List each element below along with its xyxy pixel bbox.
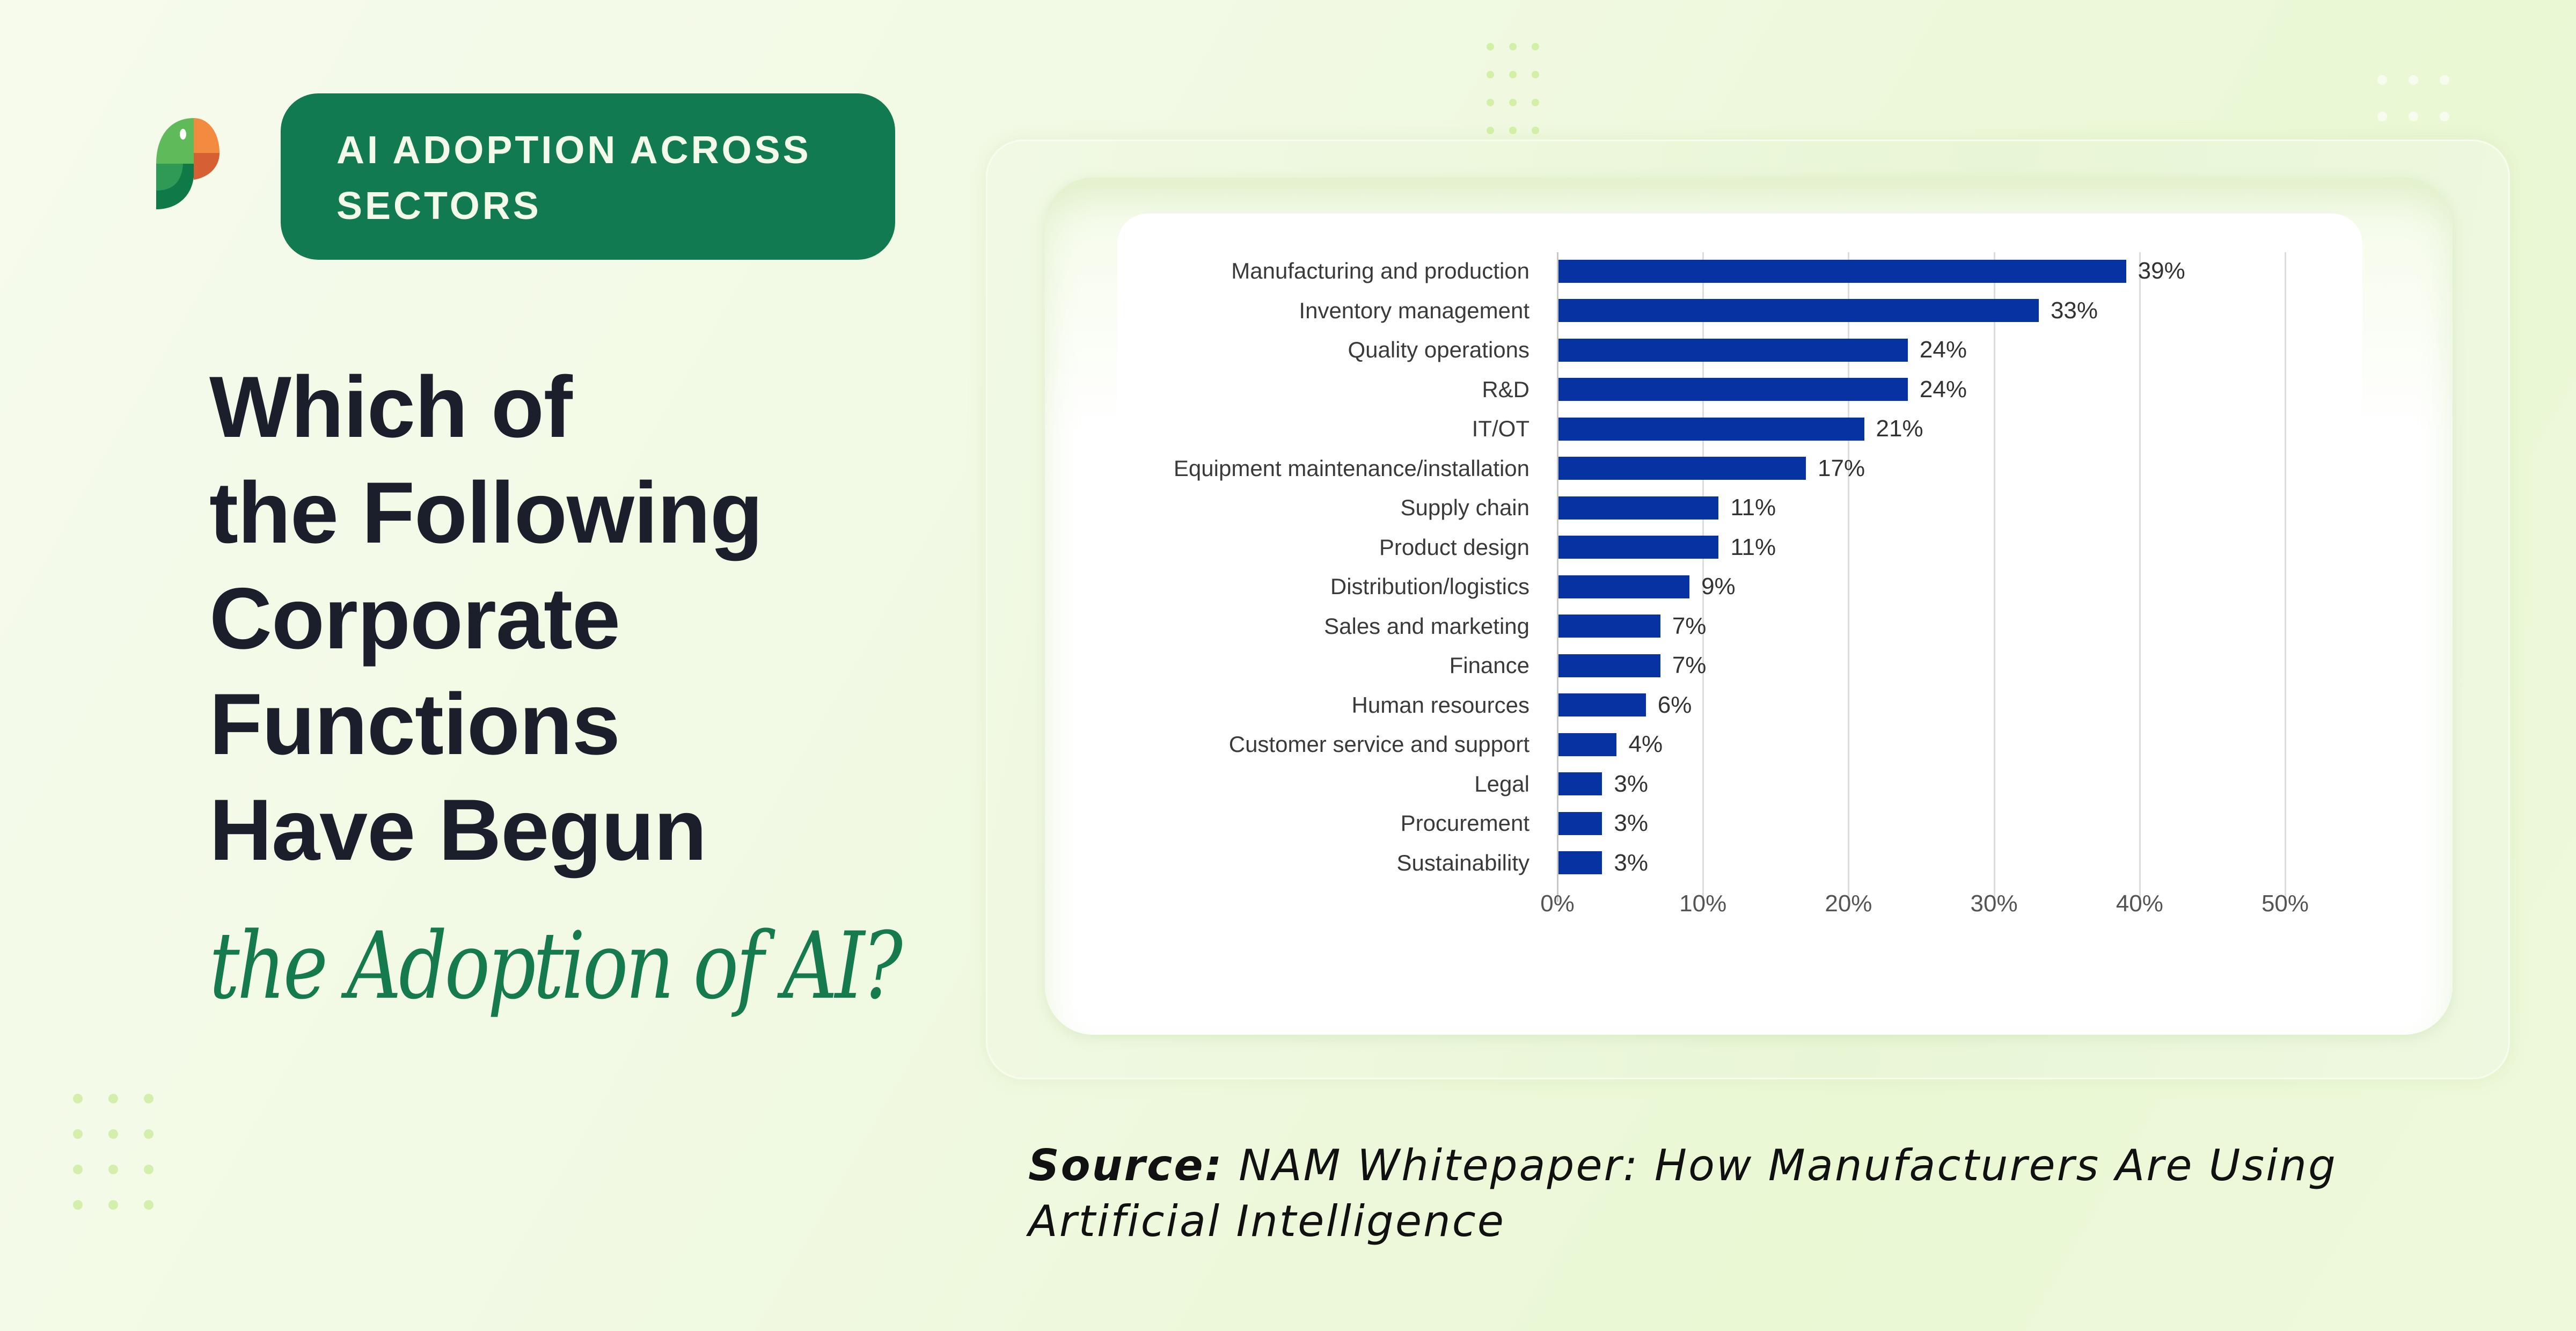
decorative-dots-left [73,1094,153,1210]
title-line: the Following [209,464,763,561]
source-citation: Source: NAM Whitepaper: How Manufacturer… [1028,1138,2370,1249]
source-text: NAM Whitepaper: How Manufacturers Are Us… [1028,1140,2337,1246]
decorative-dots-right [2377,75,2449,121]
title-line: Corporate [209,570,620,667]
title-line: Have Begun [209,781,707,879]
badge-label: AI ADOPTION ACROSS SECTORS [336,129,811,228]
chart-panel [1117,214,2362,991]
page-title: Which of the Following Corporate Functio… [209,354,961,883]
topic-badge: AI ADOPTION ACROSS SECTORS [281,93,895,260]
source-label: Source: [1028,1140,1224,1190]
parrot-logo-icon [156,118,231,209]
decorative-dots-top [1487,43,1539,134]
title-line: Which of [209,359,573,456]
title-italic-line: the Adoption of AI? [209,912,903,1020]
title-line: Functions [209,676,620,773]
